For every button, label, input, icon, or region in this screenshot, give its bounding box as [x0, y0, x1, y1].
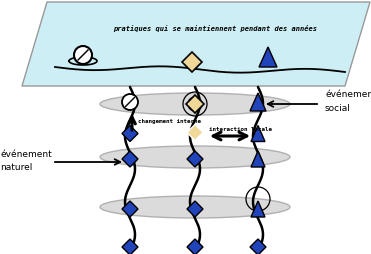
Polygon shape [186, 96, 204, 114]
Polygon shape [187, 125, 203, 141]
Polygon shape [250, 239, 266, 254]
Ellipse shape [100, 146, 290, 168]
Polygon shape [122, 201, 138, 217]
Polygon shape [251, 201, 265, 217]
Polygon shape [122, 151, 138, 167]
Ellipse shape [100, 196, 290, 218]
Text: changement interne: changement interne [138, 119, 201, 124]
Polygon shape [182, 53, 202, 73]
Polygon shape [251, 126, 265, 142]
Text: événement: événement [325, 90, 371, 99]
Polygon shape [122, 126, 138, 142]
Circle shape [122, 95, 138, 110]
Polygon shape [122, 239, 138, 254]
Circle shape [74, 47, 92, 65]
Polygon shape [187, 151, 203, 167]
Polygon shape [187, 239, 203, 254]
Polygon shape [259, 48, 277, 68]
Text: pratiques qui se maintiennent pendant des années: pratiques qui se maintiennent pendant de… [113, 24, 317, 31]
Ellipse shape [100, 94, 290, 116]
Polygon shape [250, 94, 266, 112]
Polygon shape [187, 201, 203, 217]
Polygon shape [251, 151, 265, 167]
Text: événement: événement [0, 150, 52, 159]
Polygon shape [22, 3, 370, 87]
Text: interaction locale: interaction locale [209, 127, 272, 132]
Text: social: social [325, 104, 351, 113]
Text: naturel: naturel [0, 163, 32, 172]
